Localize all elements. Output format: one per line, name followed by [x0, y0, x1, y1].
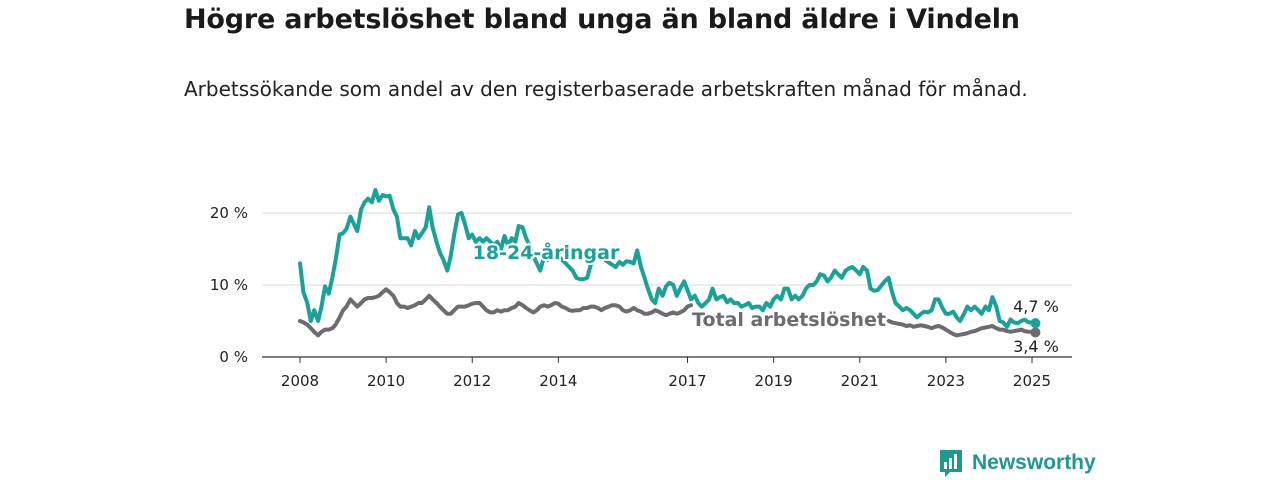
- x-tick-label: 2010: [367, 372, 405, 390]
- chart-subtitle: Arbetssökande som andel av den registerb…: [184, 77, 1028, 101]
- y-tick-label: 10 %: [210, 276, 248, 294]
- series-endpoint: [1030, 327, 1041, 338]
- brand-name: Newsworthy: [972, 451, 1096, 474]
- x-tick-label: 2008: [281, 372, 319, 390]
- x-tick-label: 2014: [539, 372, 577, 390]
- series-line-total: [298, 287, 1038, 338]
- series-endpoint: [1030, 318, 1041, 329]
- newsworthy-logo: Newsworthy: [938, 448, 1096, 478]
- end-value-label: 3,4 %: [1013, 337, 1059, 356]
- series-labels: 4,7 % 3,4 % 18-24-åringar Total arbetslöshe…: [471, 238, 1059, 356]
- series-line-young: [298, 188, 1038, 329]
- end-value-label: 4,7 %: [1013, 297, 1059, 316]
- x-tick-label: 2023: [927, 372, 965, 390]
- series-name-label: Total arbetslöshet: [692, 309, 886, 331]
- newsworthy-icon: [940, 450, 962, 477]
- y-axis-ticks: 0 % 10 % 20 %: [210, 204, 248, 366]
- y-tick-label: 20 %: [210, 204, 248, 222]
- x-tick-label: 2019: [755, 372, 793, 390]
- x-tick-label: 2021: [841, 372, 879, 390]
- series-name-label: 18-24-åringar: [473, 240, 620, 264]
- x-tick-label: 2012: [453, 372, 491, 390]
- series-lines: [298, 188, 1041, 338]
- x-tick-label: 2025: [1013, 372, 1051, 390]
- y-tick-label: 0 %: [219, 348, 248, 366]
- chart-title: Högre arbetslöshet bland unga än bland ä…: [184, 4, 1020, 35]
- x-tick-label: 2017: [668, 372, 706, 390]
- x-axis: 2008 2010 2012 2014 2017 2019 2021 2023 2025: [281, 357, 1051, 390]
